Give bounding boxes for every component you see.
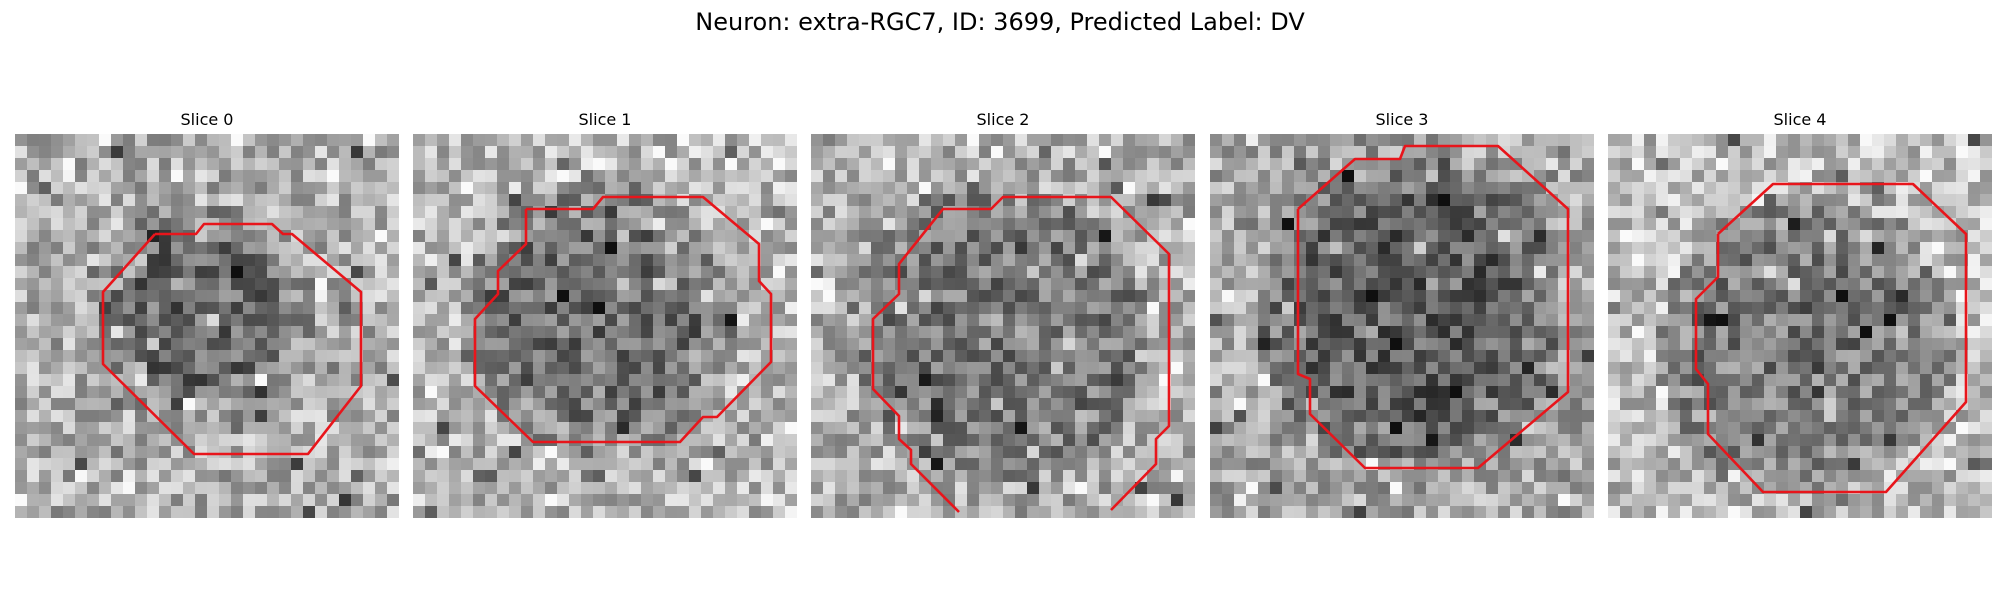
slice-title-3: Slice 3: [1375, 110, 1429, 129]
cell-contour-2: [871, 195, 1171, 513]
cell-contour-0: [101, 222, 363, 456]
slice-title-1: Slice 1: [578, 110, 632, 129]
slice-image-1: [413, 134, 797, 518]
cell-contour-1: [473, 195, 773, 444]
cell-contour-3: [1296, 144, 1570, 470]
slice-image-2: [811, 134, 1195, 518]
figure-title: Neuron: extra-RGC7, ID: 3699, Predicted …: [695, 8, 1305, 36]
slice-title-4: Slice 4: [1773, 110, 1827, 129]
slice-image-3: [1210, 134, 1594, 518]
slice-title-0: Slice 0: [180, 110, 234, 129]
slice-image-canvas-3: [1210, 134, 1594, 518]
cell-contour-4: [1694, 182, 1968, 494]
slice-image-0: [15, 134, 399, 518]
slice-image-4: [1608, 134, 1992, 518]
slice-title-2: Slice 2: [976, 110, 1030, 129]
